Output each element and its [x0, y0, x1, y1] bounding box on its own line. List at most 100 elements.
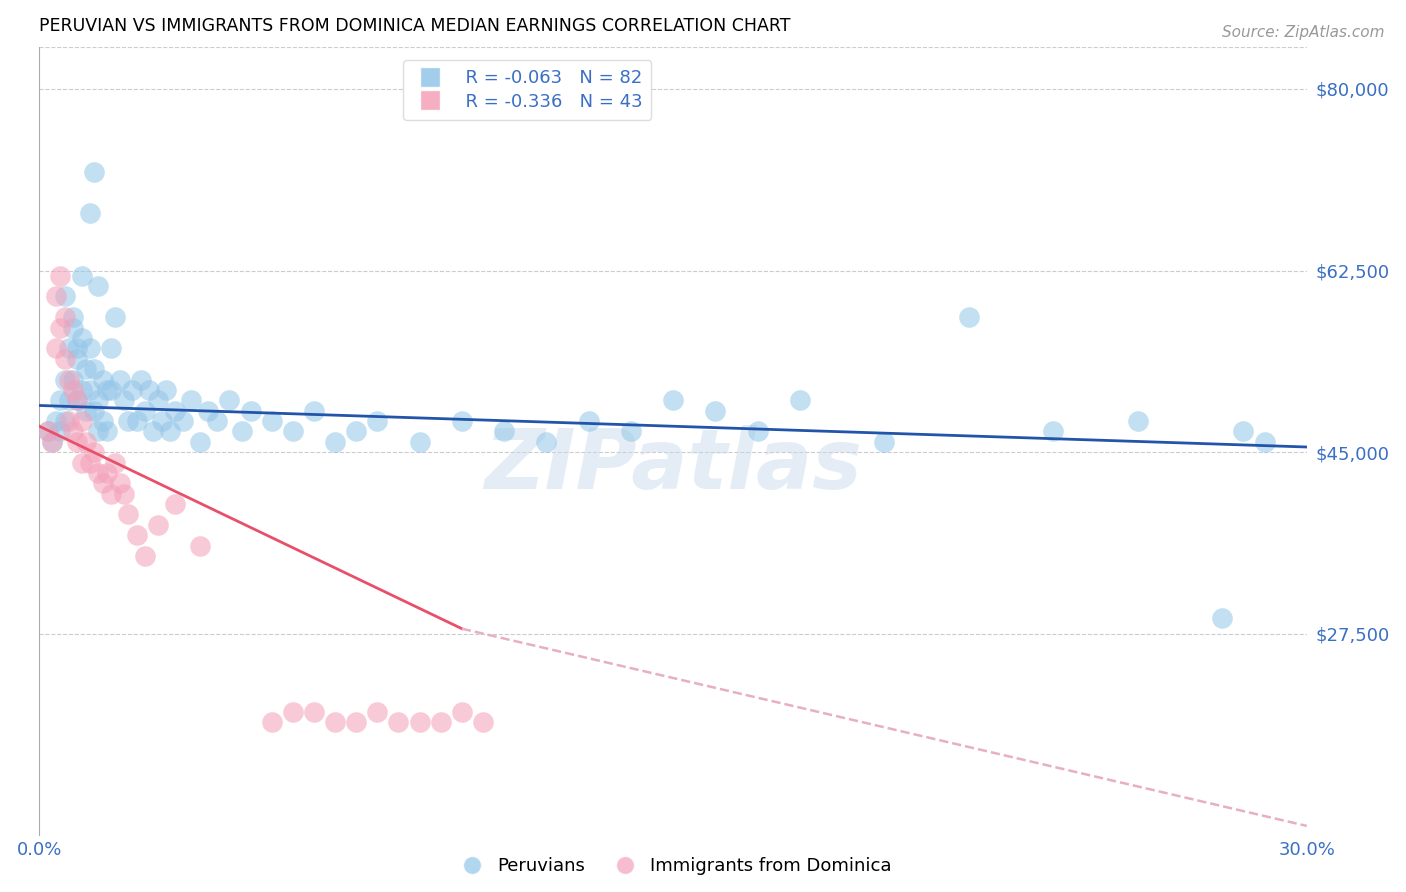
Point: [58, 414, 80, 428]
Point: [66, 434, 89, 449]
Point: [53, 372, 76, 386]
Point: [96, 466, 118, 480]
Point: [53, 351, 76, 366]
Point: [260, 414, 283, 428]
Point: [387, 715, 409, 730]
Text: PERUVIAN VS IMMIGRANTS FROM DOMINICA MEDIAN EARNINGS CORRELATION CHART: PERUVIAN VS IMMIGRANTS FROM DOMINICA MED…: [39, 17, 790, 35]
Point: [49, 425, 72, 439]
Point: [155, 383, 177, 397]
Point: [188, 539, 211, 553]
Point: [49, 320, 72, 334]
Point: [662, 393, 685, 408]
Point: [66, 393, 89, 408]
Point: [70, 268, 93, 283]
Point: [1253, 434, 1275, 449]
Point: [96, 383, 118, 397]
Point: [281, 705, 304, 719]
Point: [70, 331, 93, 345]
Point: [134, 549, 156, 563]
Point: [66, 393, 89, 408]
Point: [62, 320, 84, 334]
Point: [121, 383, 143, 397]
Point: [70, 383, 93, 397]
Point: [1211, 611, 1233, 625]
Point: [58, 393, 80, 408]
Point: [79, 383, 101, 397]
Point: [620, 425, 643, 439]
Point: [112, 486, 135, 500]
Point: [37, 425, 59, 439]
Point: [83, 403, 105, 417]
Point: [53, 289, 76, 303]
Point: [142, 425, 165, 439]
Point: [108, 372, 131, 386]
Point: [100, 383, 122, 397]
Point: [873, 434, 896, 449]
Point: [138, 383, 160, 397]
Point: [1126, 414, 1149, 428]
Point: [188, 434, 211, 449]
Point: [66, 342, 89, 356]
Point: [37, 425, 59, 439]
Point: [75, 362, 97, 376]
Point: [87, 279, 110, 293]
Point: [302, 705, 325, 719]
Point: [75, 403, 97, 417]
Point: [45, 342, 67, 356]
Point: [117, 414, 139, 428]
Point: [146, 393, 169, 408]
Point: [366, 414, 388, 428]
Point: [239, 403, 262, 417]
Point: [146, 517, 169, 532]
Point: [429, 715, 451, 730]
Point: [260, 715, 283, 730]
Point: [366, 705, 388, 719]
Point: [79, 342, 101, 356]
Point: [125, 528, 148, 542]
Point: [281, 425, 304, 439]
Point: [205, 414, 228, 428]
Point: [66, 351, 89, 366]
Point: [83, 165, 105, 179]
Point: [87, 466, 110, 480]
Point: [789, 393, 811, 408]
Point: [450, 414, 472, 428]
Point: [104, 456, 127, 470]
Point: [79, 206, 101, 220]
Point: [231, 425, 253, 439]
Point: [87, 425, 110, 439]
Point: [450, 705, 472, 719]
Point: [494, 425, 516, 439]
Point: [53, 310, 76, 325]
Point: [91, 414, 114, 428]
Point: [1232, 425, 1254, 439]
Point: [578, 414, 600, 428]
Point: [112, 393, 135, 408]
Point: [163, 403, 186, 417]
Point: [49, 268, 72, 283]
Point: [45, 289, 67, 303]
Point: [100, 486, 122, 500]
Point: [96, 425, 118, 439]
Point: [100, 342, 122, 356]
Point: [41, 434, 63, 449]
Point: [83, 362, 105, 376]
Point: [62, 383, 84, 397]
Point: [134, 403, 156, 417]
Point: [41, 434, 63, 449]
Point: [344, 425, 367, 439]
Point: [104, 310, 127, 325]
Point: [471, 715, 494, 730]
Point: [302, 403, 325, 417]
Point: [197, 403, 219, 417]
Point: [163, 497, 186, 511]
Point: [83, 445, 105, 459]
Point: [408, 434, 430, 449]
Point: [70, 414, 93, 428]
Point: [58, 372, 80, 386]
Point: [87, 393, 110, 408]
Point: [323, 434, 346, 449]
Point: [58, 342, 80, 356]
Point: [323, 715, 346, 730]
Text: ZIPatlas: ZIPatlas: [484, 425, 862, 506]
